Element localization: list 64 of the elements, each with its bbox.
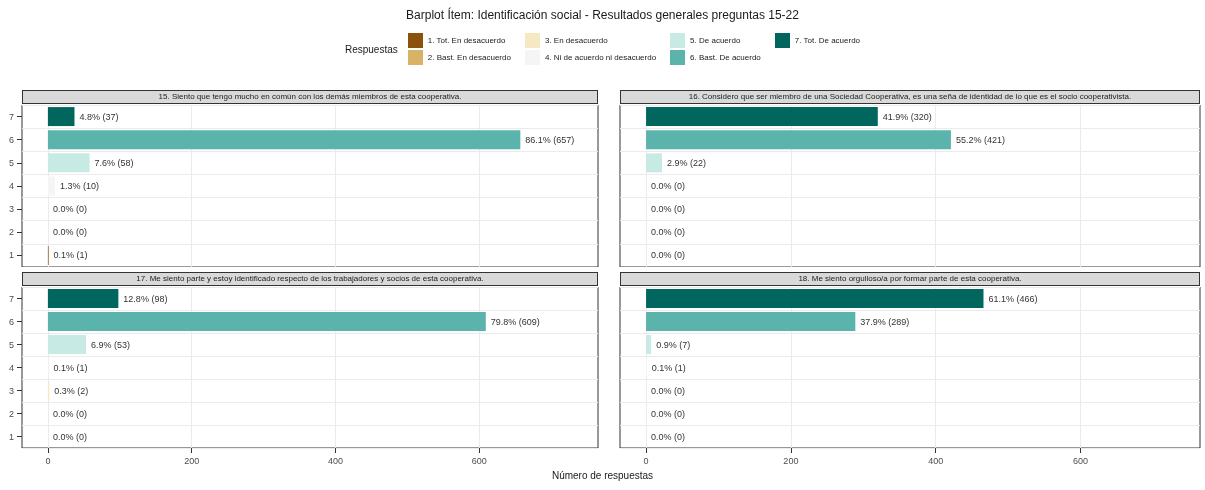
data-label: 1.3% (10) xyxy=(60,181,100,191)
y-tick-label: 2 xyxy=(8,408,14,419)
data-label: 6.9% (53) xyxy=(91,339,131,350)
data-label: 0.0% (0) xyxy=(651,181,686,191)
data-label: 0.0% (0) xyxy=(651,250,686,261)
data-label: 0.0% (0) xyxy=(52,227,87,238)
data-label: 86.1% (657) xyxy=(525,134,575,145)
x-tick-label: 200 xyxy=(184,455,200,466)
y-tick-label: 4 xyxy=(8,362,14,373)
data-label: 0.0% (0) xyxy=(651,227,686,238)
data-label: 0.0% (0) xyxy=(52,431,87,442)
y-tick-label: 6 xyxy=(8,134,14,145)
y-tick-label: 1 xyxy=(8,250,14,261)
data-label: 61.1% (466) xyxy=(988,293,1038,304)
x-tick-label: 400 xyxy=(928,455,944,466)
data-label: 0.0% (0) xyxy=(651,204,686,215)
legend-label: 3. En desacuerdo xyxy=(544,36,608,45)
y-tick-label: 5 xyxy=(8,157,14,168)
data-label: 79.8% (609) xyxy=(490,316,540,327)
legend-label: 7. Tot. De acuerdo xyxy=(794,36,861,45)
y-tick-label: 5 xyxy=(8,339,14,350)
chart-subtitle: 18. Me siento orgulloso/a por formar parte de esta cooperativa. xyxy=(620,272,1200,286)
data-label: 7.6% (58) xyxy=(94,157,134,168)
data-label: 0.1% (1) xyxy=(53,362,88,373)
y-tick-label: 6 xyxy=(8,316,14,327)
y-tick-label: 2 xyxy=(8,227,14,238)
data-label: 0.0% (0) xyxy=(651,385,686,396)
y-tick-label: 3 xyxy=(8,385,14,396)
data-label: 0.1% (1) xyxy=(53,250,88,261)
x-axis-title: Número de respuestas xyxy=(550,470,655,481)
y-tick-label: 4 xyxy=(8,181,14,191)
legend-label: 5. De acuerdo xyxy=(690,36,741,45)
legend-label: 1. Tot. En desacuerdo xyxy=(427,36,506,45)
data-label: 55.2% (421) xyxy=(955,134,1005,145)
x-tick-label: 200 xyxy=(783,455,799,466)
data-label: 4.8% (37) xyxy=(79,111,119,122)
chart-subtitle: 17. Me siento parte y estoy identificado respecto de los trabajadores y socios de esta cooperativa. xyxy=(22,272,598,286)
legend-label: 6. Bast. De acuerdo xyxy=(690,53,761,62)
data-label: 0.3% (2) xyxy=(54,385,89,396)
legend-label: 2. Bast. En desacuerdo xyxy=(427,53,511,62)
data-label: 0.0% (0) xyxy=(52,204,87,215)
data-label: 37.9% (289) xyxy=(860,316,910,327)
data-label: 0.9% (7) xyxy=(656,339,691,350)
y-tick-label: 1 xyxy=(8,431,14,442)
chart-subtitle: 16. Considero que ser miembro de una Sociedad Cooperativa, es una seña de identidad de lo que es el socio cooperativista. xyxy=(620,90,1200,104)
data-label: 0.0% (0) xyxy=(651,408,686,419)
data-label: 0.1% (1) xyxy=(651,362,686,373)
x-tick-label: 0 xyxy=(45,455,51,466)
data-label: 0.0% (0) xyxy=(52,408,87,419)
x-tick-label: 600 xyxy=(1073,455,1089,466)
data-label: 0.0% (0) xyxy=(651,431,686,442)
y-tick-label: 7 xyxy=(8,293,14,304)
legend-label: 4. Ni de acuerdo ni desacuerdo xyxy=(544,53,657,62)
legend-title: Respuestas xyxy=(344,43,398,55)
chart-title: Barplot Ítem: Identificación social - Resultados generales preguntas 15-22 xyxy=(405,8,800,22)
x-tick-label: 400 xyxy=(328,455,344,466)
data-label: 12.8% (98) xyxy=(123,293,168,304)
y-tick-label: 3 xyxy=(8,204,14,215)
y-tick-label: 7 xyxy=(8,111,14,122)
data-label: 41.9% (320) xyxy=(882,111,932,122)
chart-subtitle: 15. Siento que tengo mucho en común con los demás miembros de esta cooperativa. xyxy=(22,90,598,104)
x-tick-label: 0 xyxy=(643,455,649,466)
data-label: 2.9% (22) xyxy=(667,157,707,168)
x-tick-label: 600 xyxy=(471,455,487,466)
